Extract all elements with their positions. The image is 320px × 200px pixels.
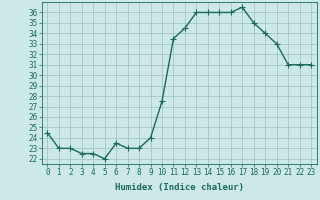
X-axis label: Humidex (Indice chaleur): Humidex (Indice chaleur): [115, 183, 244, 192]
